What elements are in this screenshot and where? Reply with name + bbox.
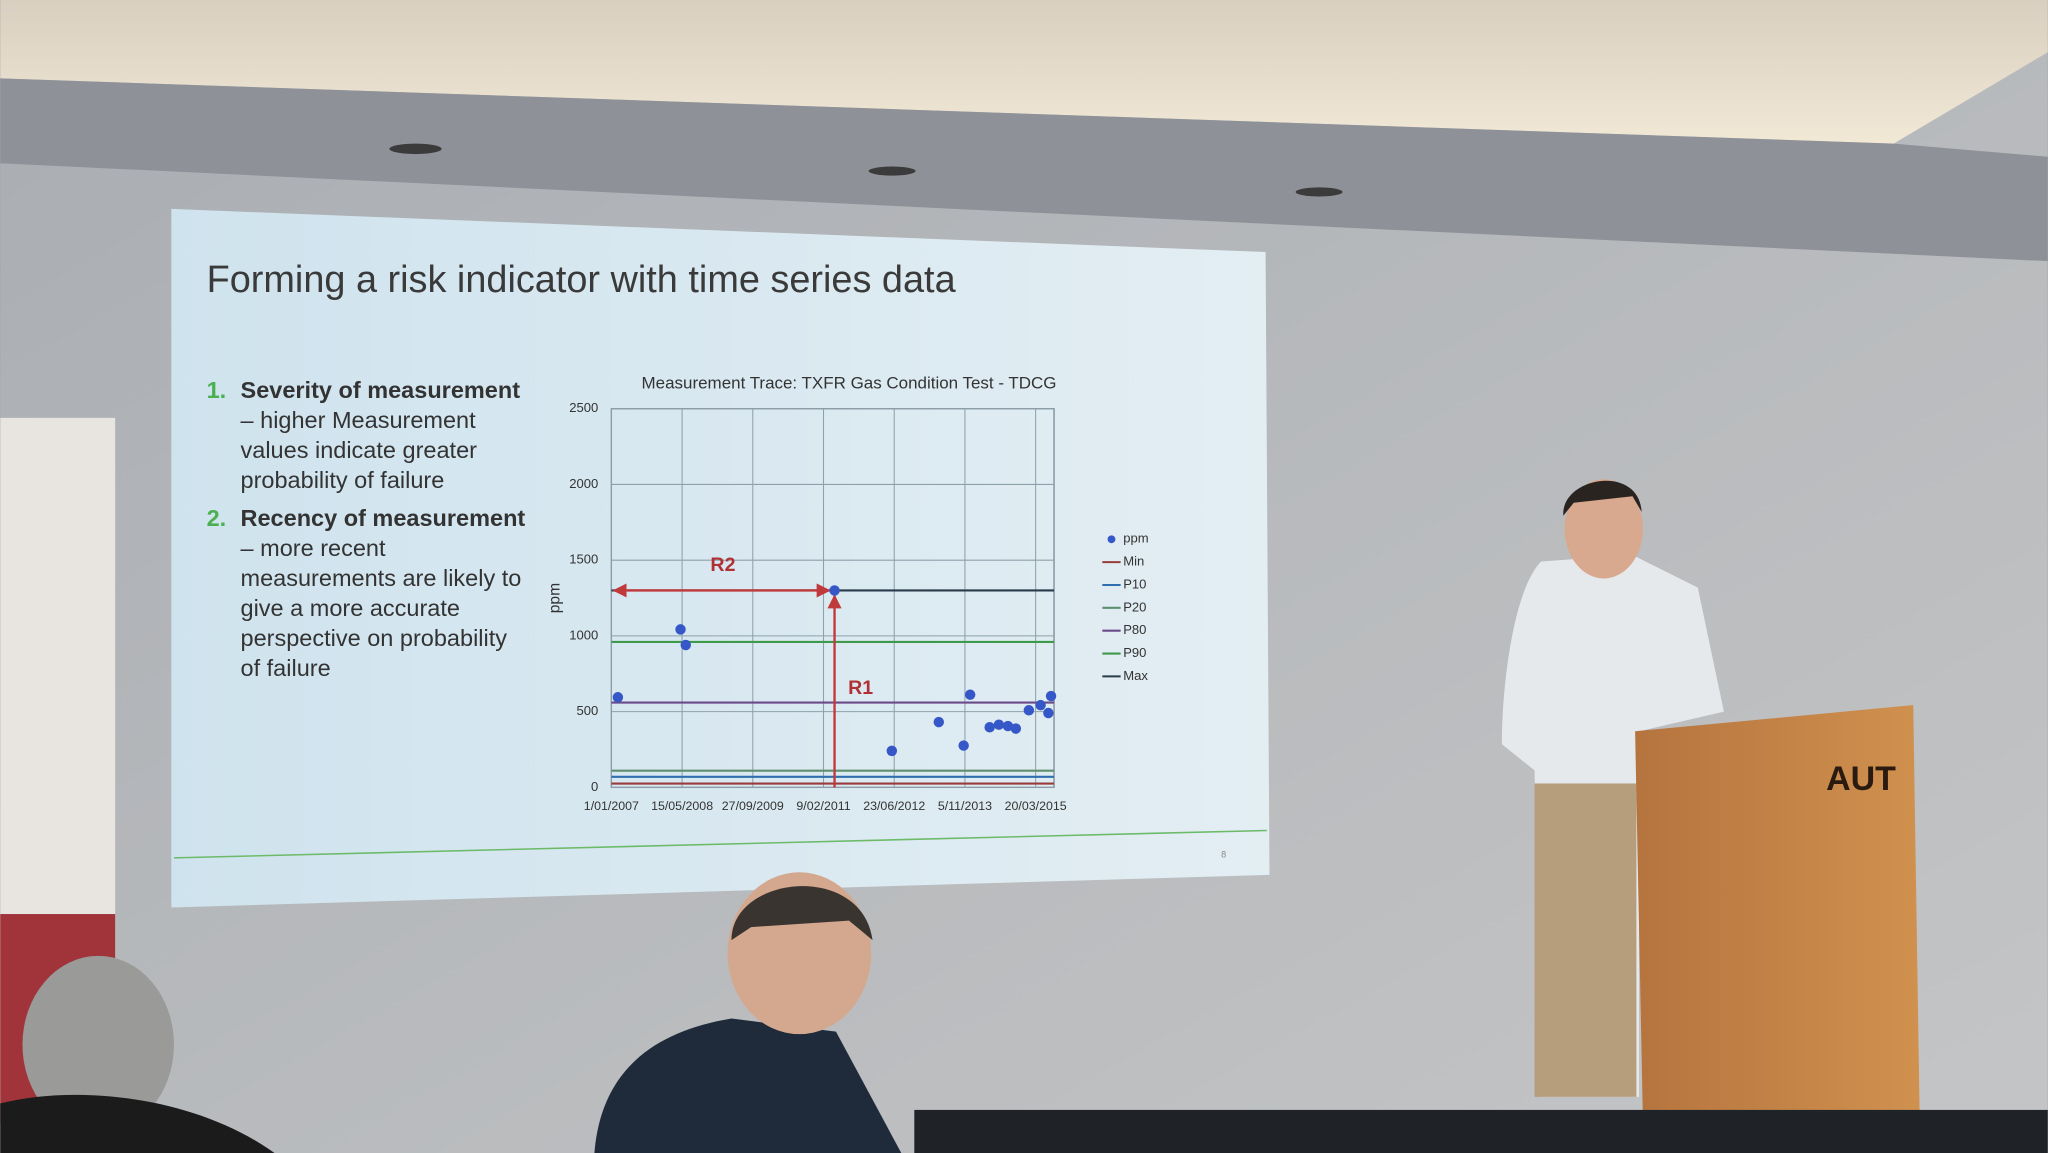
x-tick-label: 5/11/2013 <box>938 799 992 813</box>
data-point <box>964 689 976 700</box>
downlight <box>868 166 916 176</box>
y-tick-label: 2500 <box>569 400 598 415</box>
speaker-head <box>1564 479 1643 579</box>
y-tick-label: 1000 <box>569 627 598 642</box>
annotation: R2 <box>710 554 735 576</box>
bullet-text: probability of failure <box>241 467 445 493</box>
x-tick-label: 9/02/2011 <box>796 799 850 813</box>
podium-logo: AUT <box>1826 760 1896 798</box>
legend-label: P90 <box>1123 645 1146 660</box>
table <box>914 1109 2048 1153</box>
bullet-text: of failure <box>241 655 331 681</box>
bullet-number: 2. <box>207 505 227 531</box>
audience-hair <box>731 886 873 941</box>
legend-marker <box>1107 535 1116 544</box>
slide-title: Forming a risk indicator with time serie… <box>207 259 957 301</box>
data-point <box>886 745 898 757</box>
audience-head <box>22 955 174 1134</box>
data-point <box>1023 705 1035 716</box>
chart: Measurement Trace: TXFR Gas Condition Te… <box>546 373 1148 813</box>
x-tick-label: 23/06/2012 <box>863 799 925 813</box>
data-point <box>1002 720 1014 732</box>
data-point <box>1045 690 1057 702</box>
x-tick-label: 15/05/2008 <box>651 799 713 813</box>
speaker-trousers <box>1534 783 1637 1097</box>
x-tick-label: 1/01/2007 <box>584 799 639 813</box>
data-point <box>675 624 686 635</box>
bullet-text: perspective on probability <box>241 625 508 651</box>
data-point <box>984 722 995 733</box>
downlight <box>389 143 442 155</box>
y-axis-label: ppm <box>546 583 563 613</box>
bullet-text: give a more accurate <box>241 595 460 621</box>
data-point <box>993 719 1005 730</box>
data-point <box>933 716 944 728</box>
x-tick-label: 27/09/2009 <box>722 799 784 813</box>
data-point <box>1035 699 1046 711</box>
podium <box>1635 705 1920 1123</box>
audience-jacket <box>594 1018 902 1153</box>
data-point <box>829 585 840 596</box>
chart-title: Measurement Trace: TXFR Gas Condition Te… <box>642 373 1057 392</box>
downlight <box>1295 187 1343 197</box>
data-point <box>1043 707 1054 719</box>
y-tick-label: 0 <box>591 779 598 794</box>
legend-label: P20 <box>1123 599 1146 614</box>
data-point <box>1010 723 1022 734</box>
data-point <box>958 740 969 751</box>
bullet-text: measurements are likely to <box>241 565 522 591</box>
legend-label: P80 <box>1123 622 1146 637</box>
y-tick-label: 1500 <box>569 552 598 567</box>
bullet-list: 1. Severity of measurement – higher Measur… <box>207 377 526 681</box>
speaker-hair <box>1563 480 1642 516</box>
page-number: 8 <box>1221 850 1226 860</box>
bullet-text: values indicate greater <box>241 437 478 463</box>
bullet-heading: Severity of measurement <box>241 377 521 403</box>
soffit <box>0 78 2048 262</box>
annotation: R1 <box>848 677 873 699</box>
y-tick-label: 500 <box>577 703 599 718</box>
data-point <box>680 639 691 651</box>
data-point <box>612 692 624 703</box>
legend-label: Max <box>1123 668 1148 683</box>
legend-label: Min <box>1123 554 1144 569</box>
legend-label: P10 <box>1123 576 1146 591</box>
bullet-number: 1. <box>207 377 227 403</box>
slide-rule <box>173 829 1267 859</box>
x-tick-label: 20/03/2015 <box>1005 799 1067 813</box>
slide <box>171 208 1270 908</box>
bullet-text: – higher Measurement <box>241 407 477 433</box>
bullet-text: – more recent <box>241 535 386 561</box>
ceiling <box>0 0 2048 144</box>
legend-label: ppm <box>1123 531 1149 546</box>
bullet-heading: Recency of measurement <box>241 505 526 531</box>
y-tick-label: 2000 <box>569 476 598 491</box>
audience-body <box>0 1094 275 1153</box>
